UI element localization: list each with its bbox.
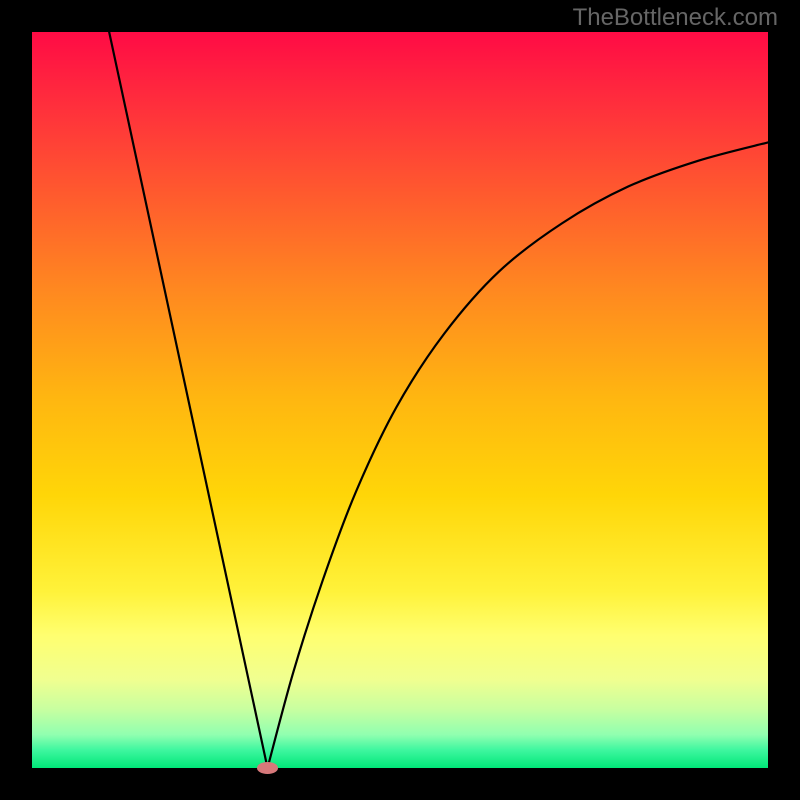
bottleneck-curve <box>100 0 768 768</box>
optimal-point-marker <box>257 762 278 774</box>
plot-area <box>32 32 768 768</box>
watermark-text: TheBottleneck.com <box>573 4 778 32</box>
curve-layer <box>32 32 768 768</box>
bottleneck-chart: TheBottleneck.com <box>0 0 800 800</box>
